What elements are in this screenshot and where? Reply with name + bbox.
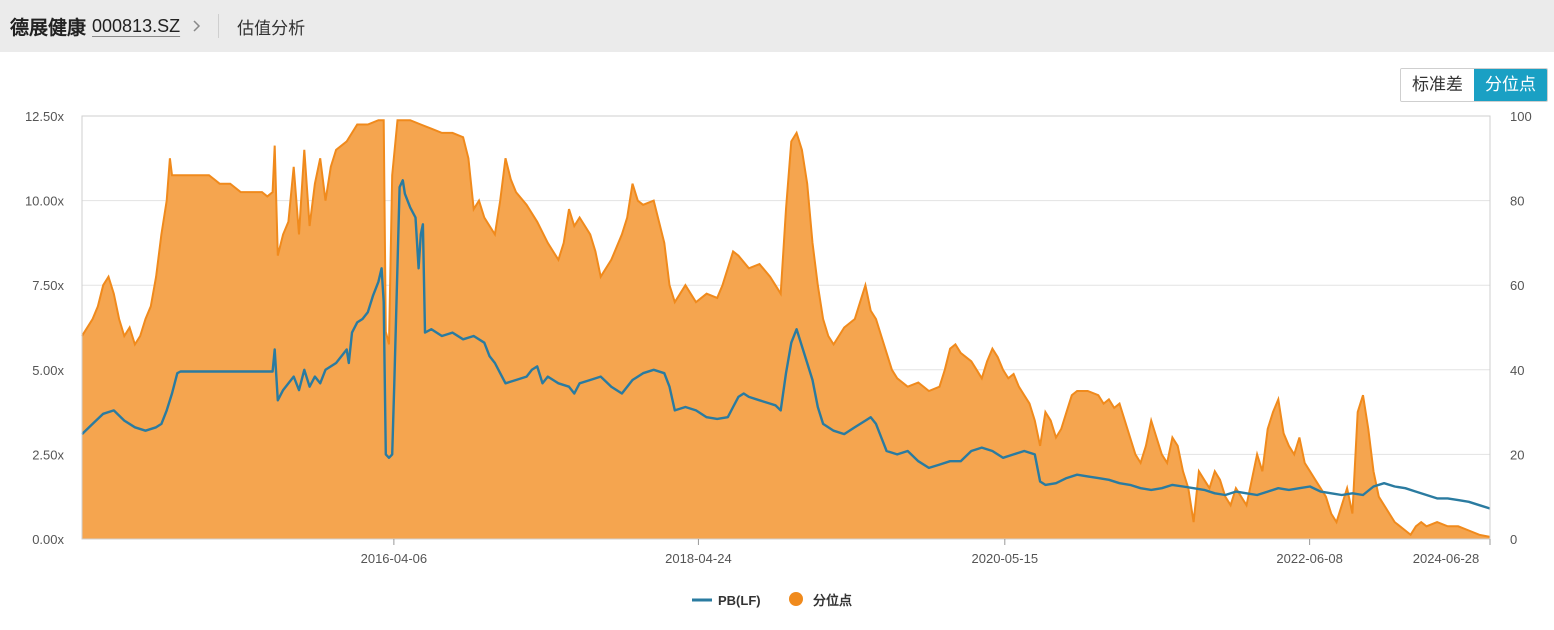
x-tick-label: 2024-06-28 (1413, 551, 1480, 566)
header-bar: 德展健康 000813.SZ 估值分析 (0, 0, 1554, 52)
percentile-area (82, 120, 1490, 539)
valuation-chart: 0.00x 2.50x 5.00x 7.50x 10.00x 12.50x 0 20 40 60… (25, 109, 1532, 608)
x-tick-label: 2020-05-15 (972, 551, 1039, 566)
x-tick-label: 2022-06-08 (1276, 551, 1343, 566)
right-axis-ticks: 0 20 40 60 80 100 (1510, 109, 1532, 547)
plot-frame (81, 115, 1491, 540)
std-dev-button[interactable]: 标准差 (1401, 69, 1474, 101)
left-tick-label: 7.50x (32, 278, 64, 293)
left-tick-label: 12.50x (25, 109, 65, 124)
left-axis-ticks: 0.00x 2.50x 5.00x 7.50x 10.00x 12.50x (25, 109, 65, 547)
right-tick-label: 40 (1510, 363, 1524, 378)
legend-pb-label[interactable]: PB(LF) (718, 593, 761, 608)
x-tick-label: 2016-04-06 (361, 551, 428, 566)
percentile-line (81, 119, 1491, 538)
header-divider (218, 14, 220, 38)
right-tick-label: 60 (1510, 278, 1524, 293)
right-tick-label: 0 (1510, 532, 1517, 547)
right-tick-label: 80 (1510, 194, 1524, 209)
legend-percentile-swatch (789, 592, 803, 606)
left-tick-label: 10.00x (25, 194, 65, 209)
percentile-button[interactable]: 分位点 (1474, 69, 1547, 101)
pb-line (81, 179, 1491, 510)
x-axis-ticks: 2016-04-06 2018-04-24 2020-05-15 2022-06-08… (361, 539, 1491, 566)
right-tick-label: 20 (1510, 447, 1524, 462)
stock-name: 德展健康 (10, 17, 87, 39)
left-tick-label: 5.00x (32, 363, 64, 378)
chevron-right-icon[interactable] (190, 19, 204, 33)
view-toggle: 标准差 分位点 (1400, 68, 1548, 102)
x-tick-label: 2018-04-24 (665, 551, 732, 566)
legend-percentile-label[interactable]: 分位点 (813, 593, 852, 608)
right-tick-label: 100 (1510, 109, 1532, 124)
legend: PB(LF) 分位点 (692, 592, 852, 608)
left-tick-label: 2.50x (32, 447, 64, 462)
left-tick-label: 0.00x (32, 532, 64, 547)
stock-code-link[interactable]: 000813.SZ (92, 15, 181, 36)
breadcrumb-valuation: 估值分析 (237, 18, 306, 38)
